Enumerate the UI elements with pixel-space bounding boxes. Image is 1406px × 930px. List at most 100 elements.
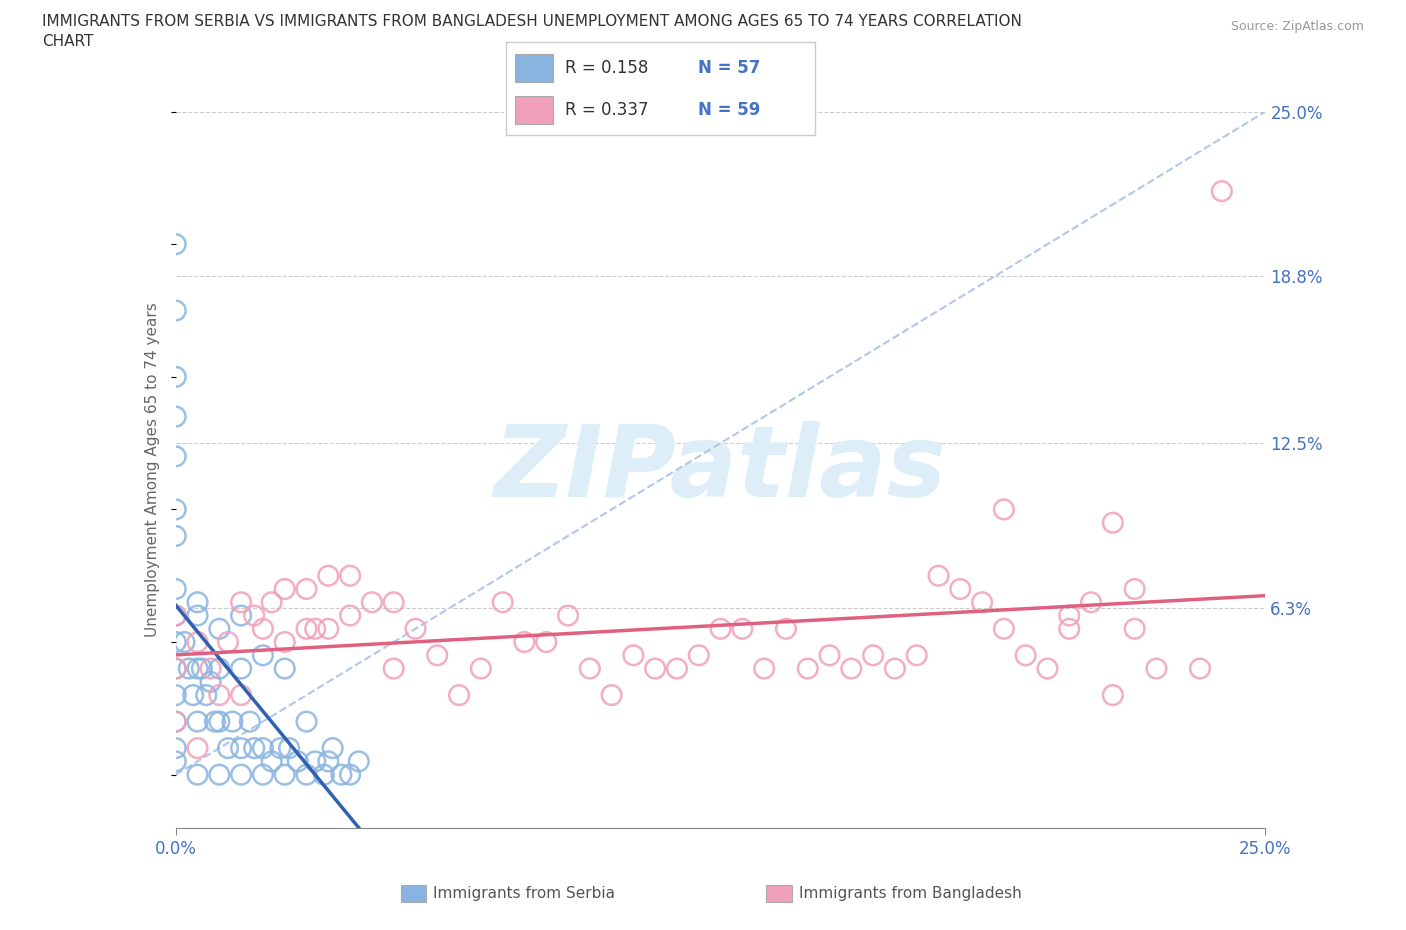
Point	[278, 740, 301, 755]
Point	[165, 237, 187, 252]
Text: IMMIGRANTS FROM SERBIA VS IMMIGRANTS FROM BANGLADESH UNEMPLOYMENT AMONG AGES 65 : IMMIGRANTS FROM SERBIA VS IMMIGRANTS FRO…	[42, 14, 1022, 29]
Text: R = 0.158: R = 0.158	[565, 59, 648, 77]
Point	[177, 661, 200, 676]
Point	[710, 621, 733, 636]
Point	[186, 608, 209, 623]
Point	[165, 714, 187, 729]
Point	[186, 595, 209, 610]
Point	[318, 621, 340, 636]
Text: Immigrants from Bangladesh: Immigrants from Bangladesh	[799, 886, 1021, 901]
Point	[243, 608, 266, 623]
Point	[165, 608, 187, 623]
Point	[884, 661, 907, 676]
Point	[993, 502, 1015, 517]
Point	[186, 740, 209, 755]
Point	[231, 687, 253, 702]
Point	[1189, 661, 1212, 676]
Point	[295, 714, 318, 729]
Text: ZIPatlas: ZIPatlas	[494, 421, 948, 518]
Point	[200, 661, 222, 676]
Y-axis label: Unemployment Among Ages 65 to 74 years: Unemployment Among Ages 65 to 74 years	[145, 302, 160, 637]
Point	[447, 687, 470, 702]
FancyBboxPatch shape	[516, 96, 553, 124]
Point	[970, 595, 993, 610]
Point	[181, 687, 204, 702]
Point	[928, 568, 950, 583]
Point	[339, 568, 361, 583]
Point	[208, 714, 231, 729]
Point	[217, 740, 239, 755]
Point	[1211, 184, 1233, 199]
Point	[186, 634, 209, 649]
Point	[426, 648, 449, 663]
Point	[191, 661, 214, 676]
Point	[231, 608, 253, 623]
Point	[231, 661, 253, 676]
Point	[382, 661, 405, 676]
Point	[274, 581, 297, 596]
Point	[818, 648, 841, 663]
Text: N = 57: N = 57	[697, 59, 761, 77]
Point	[252, 767, 274, 782]
FancyBboxPatch shape	[516, 54, 553, 82]
Point	[1080, 595, 1102, 610]
Point	[165, 502, 187, 517]
Point	[165, 661, 187, 676]
Point	[579, 661, 602, 676]
Point	[841, 661, 863, 676]
Point	[173, 634, 195, 649]
Point	[1036, 661, 1059, 676]
Point	[208, 621, 231, 636]
Point	[731, 621, 754, 636]
Point	[252, 648, 274, 663]
Point	[993, 621, 1015, 636]
Point	[304, 621, 326, 636]
Point	[221, 714, 243, 729]
Point	[754, 661, 776, 676]
Point	[165, 754, 187, 769]
Point	[688, 648, 710, 663]
Point	[231, 740, 253, 755]
Point	[295, 621, 318, 636]
Point	[165, 409, 187, 424]
Point	[312, 767, 335, 782]
Point	[165, 303, 187, 318]
Point	[269, 740, 291, 755]
Point	[204, 714, 226, 729]
Point	[621, 648, 644, 663]
Point	[165, 661, 187, 676]
Point	[208, 661, 231, 676]
Point	[1102, 515, 1125, 530]
Point	[1057, 608, 1080, 623]
Point	[322, 740, 344, 755]
Point	[252, 740, 274, 755]
Point	[165, 687, 187, 702]
Point	[666, 661, 689, 676]
Point	[382, 595, 405, 610]
Point	[208, 767, 231, 782]
Point	[200, 674, 222, 689]
Point	[1123, 621, 1146, 636]
Point	[260, 754, 283, 769]
Text: R = 0.337: R = 0.337	[565, 100, 648, 119]
Point	[339, 767, 361, 782]
Point	[243, 740, 266, 755]
Point	[217, 634, 239, 649]
Point	[252, 621, 274, 636]
Point	[274, 661, 297, 676]
Point	[186, 661, 209, 676]
Point	[405, 621, 427, 636]
Point	[1102, 687, 1125, 702]
Point	[287, 754, 309, 769]
Point	[360, 595, 382, 610]
Point	[231, 595, 253, 610]
Point	[304, 754, 326, 769]
Point	[195, 687, 218, 702]
Point	[165, 581, 187, 596]
Point	[470, 661, 492, 676]
Point	[165, 634, 187, 649]
Point	[600, 687, 623, 702]
Point	[513, 634, 536, 649]
Point	[905, 648, 928, 663]
Point	[186, 714, 209, 729]
